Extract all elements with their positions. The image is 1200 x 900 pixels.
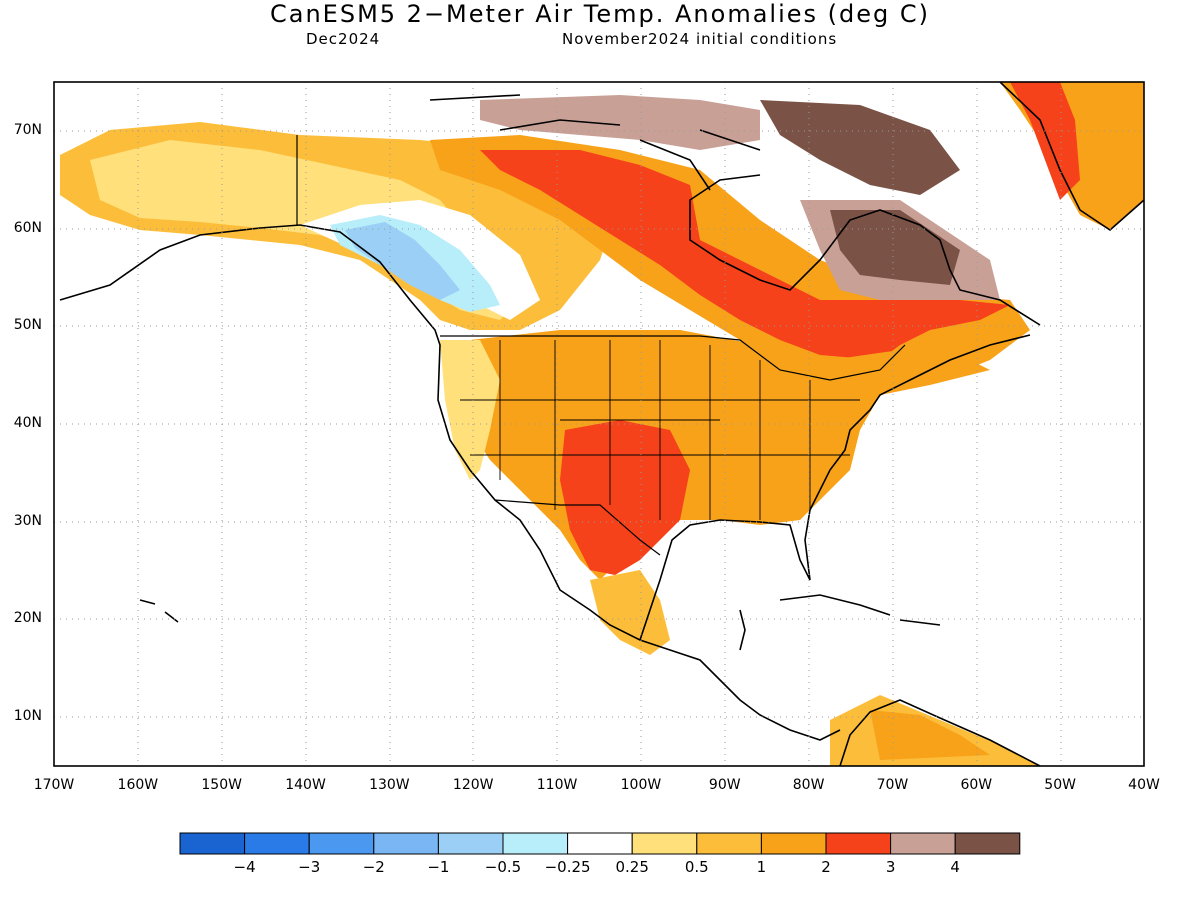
- state-borders: [460, 340, 860, 520]
- colorbar-swatch-8: [631, 832, 698, 855]
- cool-region-bc-core: [345, 222, 460, 300]
- coastline-south-america: [839, 699, 1041, 766]
- colorbar-swatch-13: [954, 832, 1021, 855]
- graticule: [54, 82, 1144, 766]
- border-us-canada: [440, 335, 906, 381]
- extreme-region-labrador-core: [830, 210, 960, 285]
- hot-region-south-america: [870, 710, 990, 760]
- lon-label-160w: 160W: [117, 777, 159, 793]
- lat-label-20n: 20N: [13, 610, 42, 626]
- lon-label-90w: 90W: [708, 777, 741, 793]
- colorbar-label-11: 3: [885, 858, 896, 876]
- colorbar-label-10: 2: [821, 858, 831, 876]
- colorbar-swatch-9: [696, 832, 762, 855]
- hot-region-southern-plains: [560, 420, 690, 575]
- colorbar-swatch-6: [502, 832, 569, 855]
- colorbar-swatch-3: [308, 832, 375, 855]
- very-hot-region-canada: [480, 150, 1010, 360]
- lon-label-170w: 170W: [33, 777, 75, 793]
- lat-label-70n: 70N: [13, 122, 42, 138]
- warm-region-mexico: [590, 570, 670, 655]
- coastline-cuba: [779, 594, 941, 626]
- subtitle-month: Dec2024: [306, 30, 381, 48]
- colorbar-label-1: −4: [233, 858, 256, 876]
- lon-label-130w: 130W: [369, 777, 410, 793]
- colorbar-label-6: −0.25: [544, 858, 591, 876]
- mild-region-west-coast: [440, 340, 500, 480]
- colorbar-label-5: −0.5: [484, 858, 522, 876]
- political-borders: [296, 135, 906, 556]
- colorbar-swatch-1: [179, 832, 246, 855]
- colorbar-label-8: 0.5: [684, 858, 709, 876]
- colorbar-label-2: −3: [298, 858, 321, 876]
- very-hot-region-greenland: [1010, 82, 1080, 200]
- anomaly-shading: [60, 82, 1144, 766]
- lat-label-10n: 10N: [13, 708, 42, 724]
- lon-label-100w: 100W: [620, 777, 662, 793]
- map-title: CanESM5 2−Meter Air Temp. Anomalies (deg…: [270, 0, 930, 28]
- lat-label-40n: 40N: [13, 415, 42, 431]
- colorbar-swatch-2: [244, 832, 310, 855]
- lon-label-150w: 150W: [201, 777, 242, 793]
- colorbar-label-9: 1: [756, 858, 767, 876]
- lon-label-80w: 80W: [792, 777, 825, 793]
- lon-label-120w: 120W: [452, 777, 494, 793]
- colorbar-swatch-10: [760, 832, 827, 855]
- colorbar-swatch-4: [373, 832, 439, 855]
- extreme-region-arctic-islands: [480, 95, 760, 150]
- coastline-hawaii: [139, 599, 179, 623]
- lat-label-50n: 50N: [13, 317, 42, 333]
- colorbar: [179, 832, 1021, 855]
- extreme-region-baffin: [760, 100, 960, 195]
- colorbar-label-7: 0.25: [615, 858, 649, 876]
- colorbar-label-12: 4: [950, 858, 960, 876]
- subtitle-initial-conditions: November2024 initial conditions: [562, 30, 838, 48]
- lon-label-50w: 50W: [1044, 777, 1076, 793]
- colorbar-swatch-7: [567, 832, 633, 855]
- lon-label-70w: 70W: [876, 777, 909, 793]
- lon-label-60w: 60W: [960, 777, 993, 793]
- colorbar-swatch-12: [890, 832, 956, 855]
- colorbar-label-3: −2: [362, 858, 385, 876]
- lon-label-110w: 110W: [536, 777, 578, 793]
- colorbar-swatch-5: [437, 832, 504, 855]
- colorbar-label-4: −1: [427, 858, 450, 876]
- colorbar-swatch-11: [825, 832, 892, 855]
- map-frame: [53, 81, 1145, 767]
- lat-label-30n: 30N: [13, 513, 42, 529]
- lat-label-60n: 60N: [13, 220, 42, 236]
- lon-label-40w: 40W: [1128, 777, 1160, 793]
- border-us-mexico: [494, 499, 661, 556]
- lon-label-140w: 140W: [285, 777, 326, 793]
